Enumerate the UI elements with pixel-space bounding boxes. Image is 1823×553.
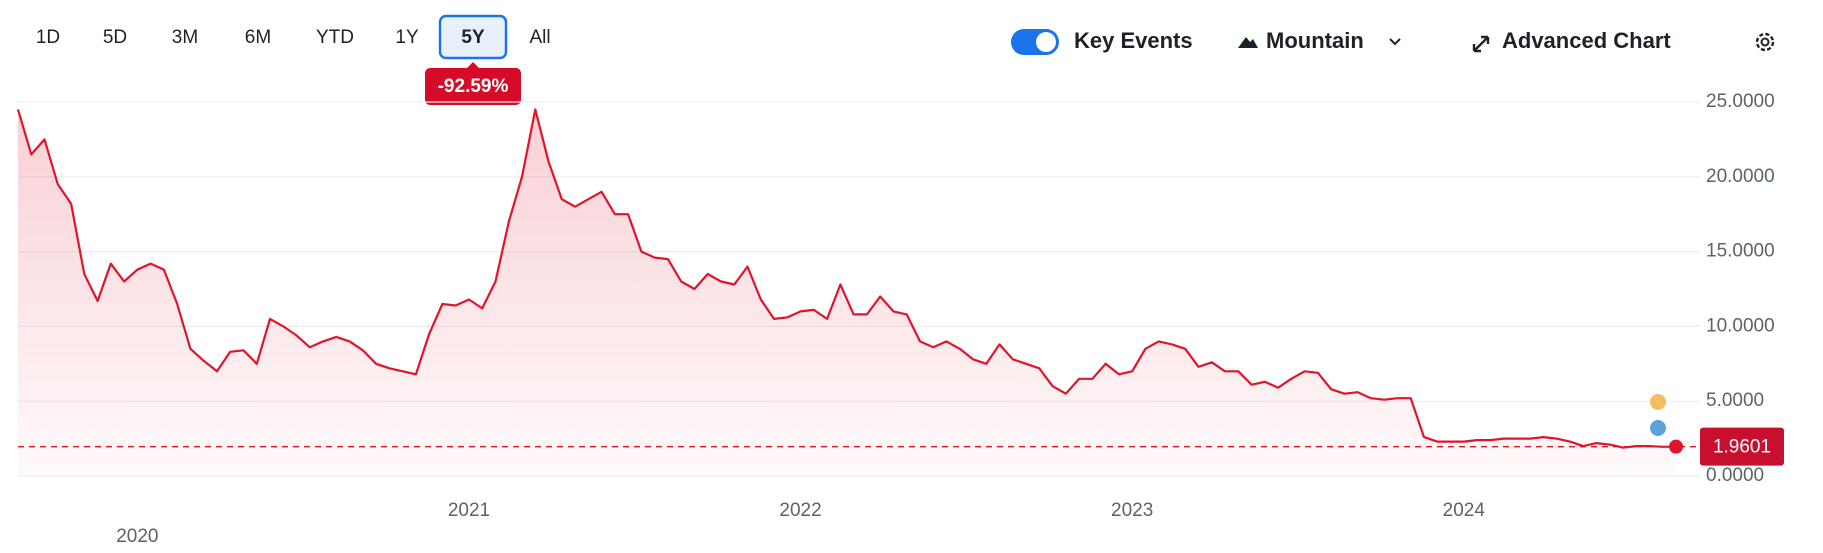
mountain-area <box>18 109 1676 476</box>
range-button[interactable]: 6M <box>245 27 271 48</box>
event-marker[interactable] <box>1650 394 1666 410</box>
y-tick-label: 0.0000 <box>1706 465 1764 486</box>
toggle-knob <box>1036 32 1056 52</box>
x-tick-label: 2022 <box>779 500 821 521</box>
y-tick-label: 15.0000 <box>1706 241 1775 262</box>
range-button[interactable]: 5Y <box>461 27 485 48</box>
key-events[interactable]: Key Events <box>1074 28 1193 53</box>
event-marker[interactable] <box>1650 420 1666 436</box>
chart-style[interactable]: Mountain <box>1266 28 1364 53</box>
last-price-tag <box>1700 427 1784 466</box>
range-button[interactable]: 1Y <box>395 27 419 48</box>
y-tick-label: 25.0000 <box>1706 91 1775 112</box>
mountain-icon <box>1238 37 1258 48</box>
range-button[interactable]: YTD <box>316 27 354 48</box>
y-tick-label: 10.0000 <box>1706 315 1775 336</box>
y-tick-label: 20.0000 <box>1706 166 1775 187</box>
plot: 0.0000 5.0000 10.0000 15.0000 20.0000 25.0000… <box>16 91 1784 547</box>
change-badge <box>425 68 521 105</box>
range-button[interactable]: 5D <box>103 27 127 48</box>
last-price-label: 1.9601 <box>1713 437 1771 458</box>
toolbar: 1D 5D 3M 6M YTD 1Y -92.59% 5Y All <box>36 14 551 105</box>
x-tick-label: 2020 <box>116 526 158 547</box>
x-tick-label: 2023 <box>1111 500 1153 521</box>
last-point <box>1669 439 1683 454</box>
advanced-chart[interactable]: Advanced Chart <box>1502 28 1671 53</box>
range-button[interactable]: 1D <box>36 27 60 48</box>
expand-icon <box>1472 35 1490 53</box>
settings-icon[interactable] <box>1755 32 1775 52</box>
badge-pointer <box>466 62 480 69</box>
selected-range-box <box>438 14 508 60</box>
y-tick-label: 5.0000 <box>1706 390 1764 411</box>
range-button[interactable]: All <box>529 27 550 48</box>
caret <box>1389 38 1401 46</box>
x-tick-label: 2024 <box>1443 500 1486 521</box>
price-line <box>16 108 1677 449</box>
change-badge-text: -92.59% <box>438 76 509 97</box>
range-button[interactable]: 3M <box>172 27 198 48</box>
x-tick-label: 2021 <box>448 500 490 521</box>
